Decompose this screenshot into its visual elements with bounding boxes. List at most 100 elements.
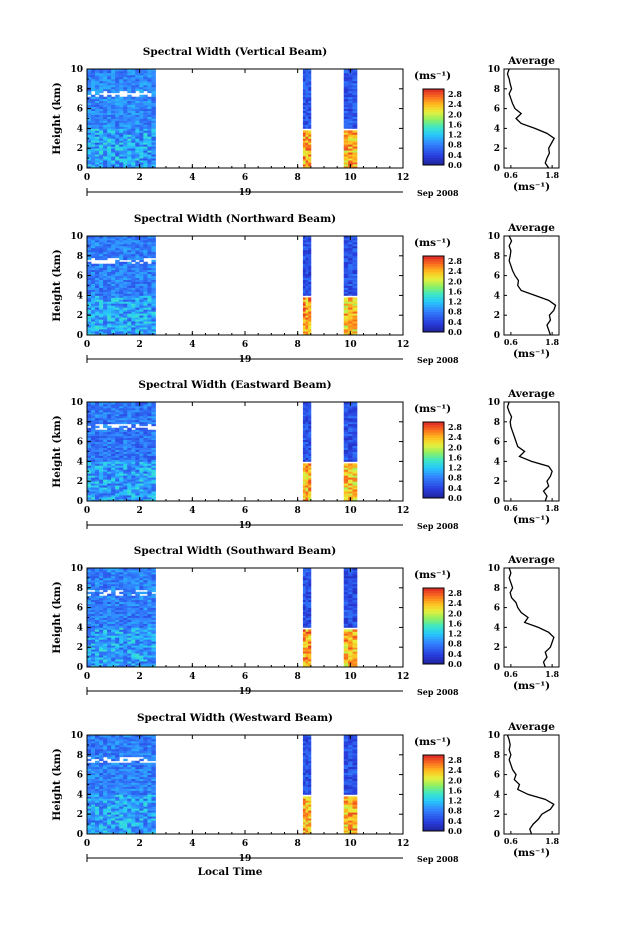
heatmap-cell <box>135 655 140 658</box>
heatmap-cell <box>115 146 120 149</box>
heatmap-cell <box>111 663 116 666</box>
heatmap-cell <box>308 329 312 332</box>
heatmap-cell <box>107 665 112 668</box>
heatmap-cell <box>352 487 358 490</box>
heatmap-cell <box>127 283 132 286</box>
heatmap-cell <box>95 485 100 488</box>
heatmap-cell <box>308 619 312 622</box>
heatmap-cell <box>127 568 132 571</box>
heatmap-cell <box>115 595 120 599</box>
heatmap-cell <box>103 467 108 470</box>
heatmap-cell <box>107 641 112 644</box>
heatmap-cell <box>127 583 132 587</box>
heatmap-cell <box>115 609 120 612</box>
heatmap-cell <box>95 331 100 334</box>
heatmap-cell <box>131 403 136 407</box>
heatmap-cell <box>308 437 312 441</box>
heatmap-cell <box>308 146 312 149</box>
heatmap-cell <box>302 285 306 288</box>
heatmap-cell <box>143 433 148 437</box>
heatmap-cell <box>127 104 132 108</box>
heatmap-cell <box>348 451 353 454</box>
heatmap-cell <box>107 249 112 253</box>
heatmap-cell <box>127 437 132 441</box>
heatmap-cell <box>115 569 120 573</box>
heatmap-cell <box>308 265 312 269</box>
heatmap-cell <box>308 631 312 634</box>
colorbar-swatch <box>423 114 444 118</box>
heatmap-cell <box>127 402 132 405</box>
heatmap-cell <box>143 299 148 302</box>
heatmap-cell <box>115 405 120 409</box>
heatmap-cell <box>115 82 120 86</box>
heatmap-cell <box>147 112 152 115</box>
heatmap-cell <box>147 649 152 652</box>
heatmap-cell <box>343 623 349 626</box>
heatmap-cell <box>302 331 306 334</box>
heatmap-cell <box>91 405 96 409</box>
heatmap-cell <box>139 417 144 421</box>
heatmap-cell <box>91 142 96 145</box>
heatmap-cell <box>343 285 349 288</box>
y-tick-label: 4 <box>77 457 83 467</box>
heatmap-cell <box>119 106 124 109</box>
heatmap-cell <box>127 619 132 622</box>
heatmap-cell <box>131 146 136 149</box>
heatmap-cell <box>119 643 124 646</box>
heatmap-cell <box>147 144 152 147</box>
heatmap-cell <box>91 249 96 253</box>
heatmap-cell <box>103 128 108 131</box>
heatmap-cell <box>305 319 309 322</box>
heatmap-cell <box>147 321 152 324</box>
heatmap-cell <box>302 403 306 407</box>
heatmap-cell <box>91 625 96 628</box>
heatmap-cell <box>123 319 128 322</box>
heatmap-cell <box>308 249 312 253</box>
heatmap-cell <box>131 158 136 161</box>
heatmap-cell <box>308 108 312 111</box>
heatmap-cell <box>99 405 104 409</box>
heatmap-cell <box>107 245 112 249</box>
heatmap-cell <box>348 431 353 435</box>
heatmap-cell <box>91 317 96 320</box>
heatmap-cell <box>147 429 152 433</box>
heatmap-cell <box>115 631 120 634</box>
heatmap-cell <box>87 82 92 86</box>
heatmap-cell <box>123 269 128 273</box>
heatmap-cell <box>308 413 312 417</box>
heatmap-cell <box>111 251 116 255</box>
heatmap-cell <box>103 627 108 630</box>
heatmap-cell <box>352 104 358 108</box>
heatmap-cell <box>127 84 132 88</box>
heatmap-cell <box>151 239 156 243</box>
heatmap-cell <box>135 659 140 662</box>
heatmap-cell <box>99 327 104 330</box>
heatmap-cell <box>151 625 156 628</box>
heatmap-cell <box>305 657 309 660</box>
heatmap-cell <box>308 415 312 419</box>
heatmap-cell <box>119 451 124 454</box>
heatmap-cell <box>135 281 140 284</box>
heatmap-cell <box>135 160 140 163</box>
heatmap-cell <box>119 419 124 423</box>
heatmap-cell <box>352 467 358 470</box>
heatmap-cell <box>135 419 140 423</box>
heatmap-cell <box>352 154 358 157</box>
heatmap-cell <box>139 98 144 102</box>
heatmap-cell <box>131 265 136 269</box>
heatmap-cell <box>99 611 104 614</box>
colorbar-frame <box>422 255 445 333</box>
heatmap-cell <box>99 100 104 104</box>
heatmap-cell <box>115 411 120 415</box>
heatmap-cell <box>119 491 124 494</box>
heatmap-cell <box>147 403 152 407</box>
heatmap-cell <box>343 136 349 139</box>
heatmap-cell <box>147 433 152 437</box>
heatmap-cell <box>87 497 92 500</box>
heatmap-cell <box>127 577 132 581</box>
heatmap-cell <box>115 607 120 610</box>
heatmap-cell <box>103 72 108 76</box>
heatmap-cell <box>147 269 152 273</box>
heatmap-cell <box>99 118 104 121</box>
heatmap-cell <box>308 241 312 245</box>
